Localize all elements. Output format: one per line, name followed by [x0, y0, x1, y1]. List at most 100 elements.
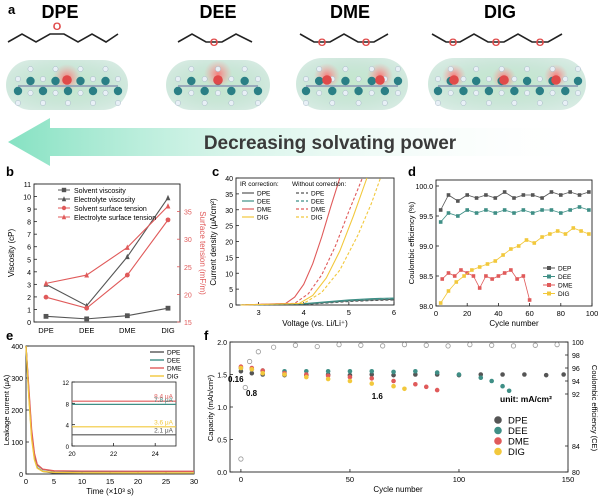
viscosity-chart: 0 1 2 3 4 5 6 7 8 9 10 11 15 20 25 30 35 DPE DEE DME DIG Solv… [7, 182, 207, 335]
x-tick-label: 50 [346, 475, 354, 484]
data-point [521, 193, 526, 197]
hydrogen-atom [435, 100, 441, 106]
data-point [577, 205, 582, 209]
y-tick-label: 20 [225, 240, 233, 247]
series-line [45, 307, 169, 320]
arrow-shape [8, 118, 595, 166]
carbon-atom [113, 86, 123, 96]
legend-marker [61, 187, 67, 193]
y-tick-label: 0 [229, 303, 233, 310]
carbon-atom [101, 76, 110, 86]
hydrogen-atom [175, 76, 181, 82]
hydrogen-atom [575, 66, 581, 72]
y-tick-label: 9 [27, 207, 31, 214]
y-tick-label: 7 [27, 232, 31, 239]
hydrogen-atom [188, 66, 195, 72]
legend-marker [61, 205, 67, 211]
hydrogen-atom [498, 66, 505, 72]
oxygen-atom [62, 75, 72, 85]
legend-label: DEE [508, 426, 528, 437]
carbon-atom [88, 86, 98, 96]
data-point [548, 232, 552, 236]
data-point [43, 294, 49, 300]
data-point [358, 342, 364, 348]
carbon-atom [200, 86, 209, 96]
x-tick-label: 0 [434, 309, 438, 318]
inset-frame [71, 381, 177, 447]
data-point [255, 349, 261, 355]
data-point [238, 365, 244, 371]
hydrogen-atom [368, 66, 375, 72]
data-point [238, 368, 244, 374]
data-point [304, 374, 309, 380]
data-point [587, 190, 591, 194]
data-point [391, 372, 396, 378]
data-point [165, 194, 171, 201]
y-tick-label: 100 [11, 440, 23, 447]
y-tick-label: 0.5 [217, 438, 227, 445]
hydrogen-atom [15, 76, 21, 82]
hydrogen-atom [201, 100, 208, 106]
data-point [512, 196, 516, 200]
data-point [271, 344, 277, 350]
esp-surface-dme [296, 58, 408, 110]
data-point [484, 274, 488, 278]
data-point [456, 372, 462, 377]
data-point [515, 277, 519, 281]
data-point [465, 271, 469, 275]
data-point [512, 211, 516, 215]
x-axis-label: Cycle number [373, 485, 423, 494]
hydrogen-atom [52, 90, 59, 96]
legend-marker [494, 437, 502, 445]
legend-label: DIG [311, 215, 323, 222]
data-point [524, 238, 529, 242]
data-point [369, 381, 375, 386]
hydrogen-atom [562, 76, 569, 82]
hydrogen-atom [115, 100, 121, 106]
panel-d-label: d [408, 164, 416, 179]
inset-x-tick-label: 22 [110, 451, 118, 458]
data-point [532, 241, 537, 245]
rate-label: 1.6 [372, 392, 384, 401]
legend-label: DPE [167, 350, 181, 357]
y2-tick-label: 20 [184, 292, 192, 299]
data-point [325, 373, 331, 379]
carbon-atom [341, 76, 350, 86]
legend-marker [61, 214, 67, 220]
inset-annotation: 8.4 μA [154, 394, 174, 401]
legend-label: DEE [558, 274, 572, 281]
legend-label: DME [257, 207, 272, 214]
carbon-atom [26, 76, 35, 86]
data-point [401, 341, 408, 348]
data-point [502, 271, 507, 275]
carbon-atom [38, 86, 48, 96]
data-point [559, 193, 563, 197]
legend-label: DEP [558, 266, 571, 273]
carbon-atom [459, 86, 468, 96]
hydrogen-atom [498, 90, 505, 96]
data-point [465, 208, 469, 212]
rate-label: 0.8 [246, 389, 258, 398]
data-point [467, 341, 473, 348]
carbon-atom [51, 76, 60, 86]
hydrogen-atom [40, 100, 46, 106]
data-point [434, 387, 440, 393]
data-point [485, 262, 490, 266]
y-tick-label: 8 [27, 220, 31, 227]
inset-annotation: 2.1 μA [154, 427, 174, 434]
data-point [506, 388, 512, 394]
data-point [474, 196, 479, 200]
y2-axis-label: Surface tension (mF/m) [198, 211, 207, 295]
hydrogen-atom [115, 76, 121, 82]
panel-a-label: a [8, 2, 16, 17]
y-axis-label: Current density (μA/cm²) [209, 198, 218, 286]
x-tick-label: 0 [24, 477, 28, 486]
data-point [489, 342, 495, 348]
data-point [391, 378, 396, 384]
hydrogen-atom [303, 76, 309, 82]
oxygen-icon: O [318, 37, 327, 49]
data-point [369, 368, 375, 374]
legend-label: DIG [558, 291, 570, 298]
lsv-chart: 0 5 10 15 20 25 30 35 40 3 4 5 6 IR correction: Withou… [209, 176, 396, 328]
data-point [249, 370, 255, 376]
